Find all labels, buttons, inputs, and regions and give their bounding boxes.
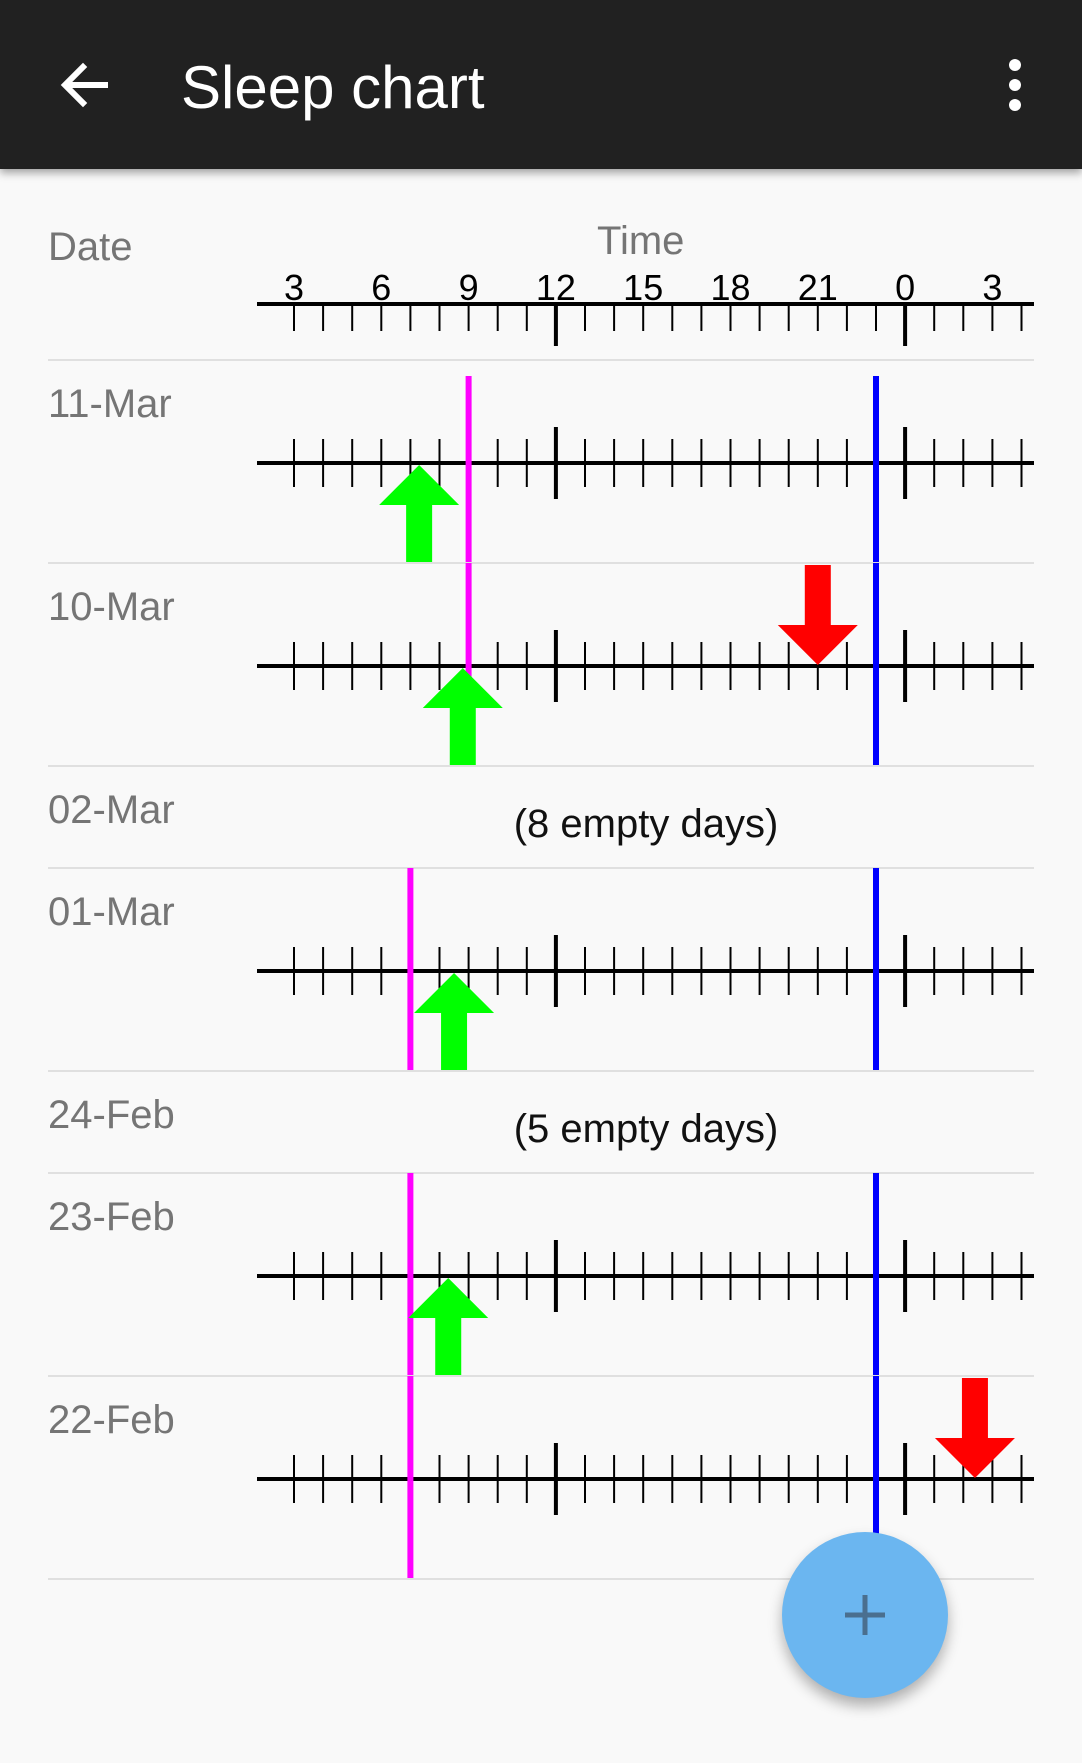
wake-up-arrow: [414, 973, 495, 1071]
row-date-label: 22-Feb: [48, 1398, 175, 1442]
row-date-label: 10-Mar: [48, 585, 175, 629]
go-to-bed-arrow: [777, 565, 858, 665]
wake-up-arrow: [379, 465, 460, 563]
empty-days-label: (8 empty days): [513, 802, 779, 846]
time-tick-label: 12: [536, 267, 576, 308]
time-tick-label: 0: [895, 267, 915, 308]
row-date-label: 01-Mar: [48, 890, 175, 934]
time-tick-label: 21: [798, 267, 838, 308]
back-button[interactable]: [40, 40, 130, 130]
date-column-header: Date: [48, 225, 133, 269]
row-date-label: 23-Feb: [48, 1195, 175, 1239]
overflow-menu-button[interactable]: [980, 40, 1050, 130]
time-tick-label: 18: [710, 267, 750, 308]
time-tick-label: 9: [459, 267, 479, 308]
add-entry-button[interactable]: [782, 1532, 948, 1698]
empty-days-label: (5 empty days): [513, 1107, 779, 1151]
sleep-chart: Date Time 3 6 9 12 15 18 21 0 3 11-Mar 10-Mar 02-M…: [0, 169, 1082, 1763]
app-bar: Sleep chart: [0, 0, 1082, 169]
go-to-bed-arrow: [934, 1378, 1015, 1478]
time-tick-label: 3: [982, 267, 1002, 308]
wake-up-arrow: [422, 668, 503, 766]
time-tick-label: 6: [371, 267, 391, 308]
time-column-header: Time: [597, 219, 685, 263]
wake-up-arrow: [408, 1278, 489, 1376]
arrow-left-icon: [60, 62, 108, 108]
more-vert-icon: [1009, 59, 1021, 111]
plus-icon: [845, 1595, 885, 1635]
chart-canvas: 3 6 9 12 15 18 21 0 3: [48, 267, 1034, 1580]
time-tick-label: 15: [623, 267, 663, 308]
page-title: Sleep chart: [181, 54, 485, 121]
row-date-label: 24-Feb: [48, 1093, 175, 1137]
row-date-label: 02-Mar: [48, 788, 175, 832]
row-date-label: 11-Mar: [48, 382, 172, 426]
time-tick-label: 3: [284, 267, 304, 308]
